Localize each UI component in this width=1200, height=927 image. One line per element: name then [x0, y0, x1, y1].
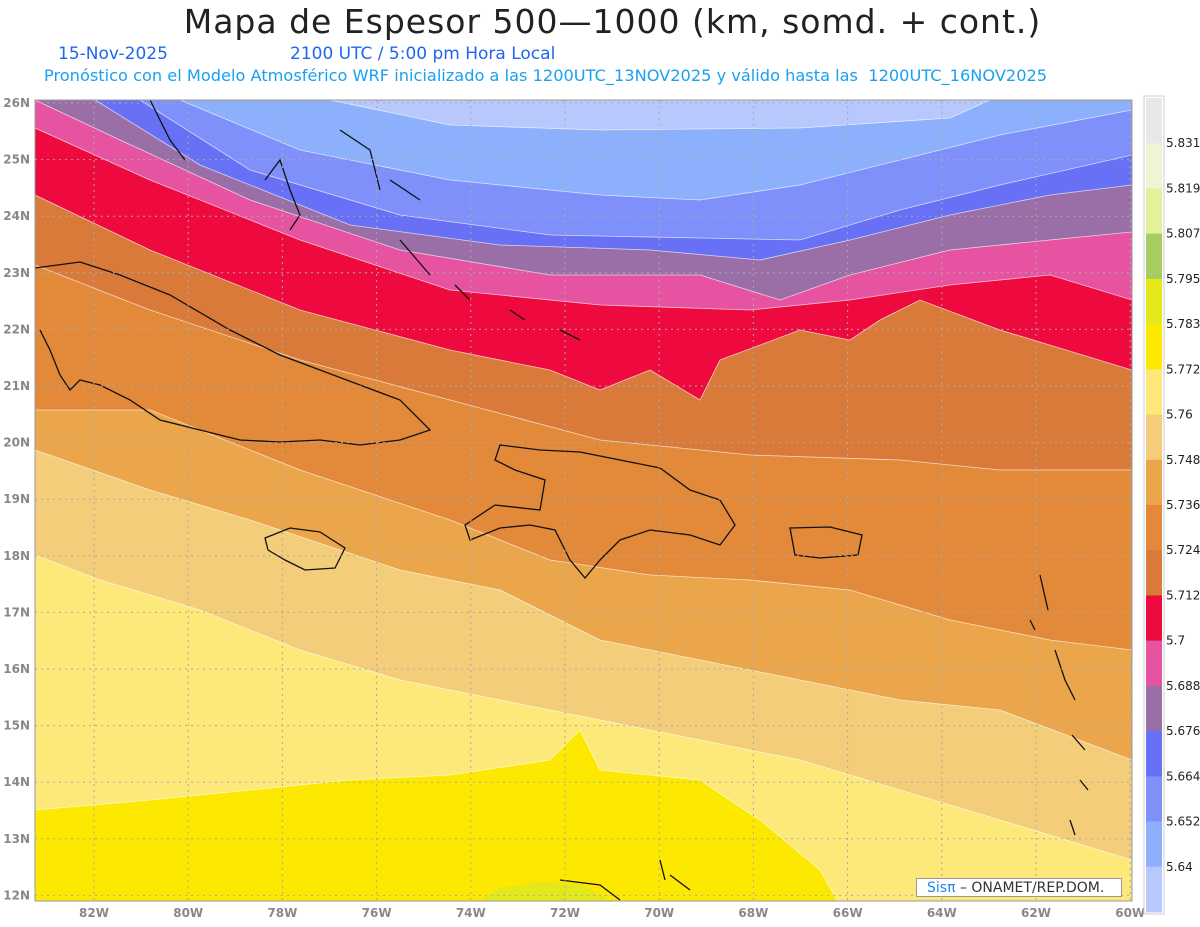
latitude-label: 13N: [3, 832, 30, 846]
latitude-label: 18N: [3, 549, 30, 563]
coast-puerto-rico: [789, 526, 863, 559]
colorbar-label: 5.676: [1166, 724, 1200, 738]
colorbar-label: 5.772: [1166, 362, 1200, 376]
longitude-label: 60W: [1115, 906, 1145, 920]
latitude-label: 14N: [3, 775, 30, 789]
longitude-label: 80W: [173, 906, 203, 920]
contour-band: [35, 729, 839, 901]
latitude-label: 19N: [3, 492, 30, 506]
sispi-logo: Sisπ: [927, 880, 956, 896]
colorbar-swatch: [1146, 278, 1162, 325]
map-frame: [34, 99, 1133, 902]
colorbar-label: 5.831: [1166, 136, 1200, 150]
coastlines: [35, 100, 1089, 901]
latitude-label: 23N: [3, 266, 30, 280]
latitude-label: 21N: [3, 379, 30, 393]
latitude-labels: 26N 25N 24N 23N 22N 21N 20N 19N 18N 17N 16N 15N 14N 1…: [3, 96, 30, 902]
latitude-label: 15N: [3, 719, 30, 733]
colorbar-label: 5.783: [1166, 317, 1200, 331]
colorbar-label: 5.7: [1166, 634, 1185, 648]
colorbar-label: 5.712: [1166, 588, 1200, 602]
colorbar-swatch: [1146, 821, 1162, 868]
colorbar-swatch: [1146, 776, 1162, 823]
credit-box: Sisπ – ONAMET/REP.DOM.: [916, 878, 1122, 897]
thickness-contour-bands: [35, 100, 1132, 901]
colorbar-label: 5.748: [1166, 453, 1200, 467]
latitude-label: 16N: [3, 662, 30, 676]
colorbar-label: 5.724: [1166, 543, 1200, 557]
colorbar-swatch: [1146, 459, 1162, 506]
longitude-label: 62W: [1021, 906, 1051, 920]
colorbar-swatch: [1146, 188, 1162, 235]
colorbar: 5.831 5.819 5.807 5.795 5.783 5.772 5.76 5.748 5…: [1143, 95, 1200, 915]
colorbar-label: 5.736: [1166, 498, 1200, 512]
latitude-label: 25N: [3, 153, 30, 167]
colorbar-swatch: [1146, 324, 1162, 370]
longitude-label: 66W: [833, 906, 863, 920]
forecast-date: 15-Nov-2025: [58, 44, 168, 64]
longitude-label: 72W: [550, 906, 580, 920]
latitude-label: 26N: [3, 96, 30, 110]
latitude-label: 17N: [3, 605, 30, 619]
coast-bahamas: [149, 100, 581, 341]
longitude-label: 68W: [738, 906, 768, 920]
coast-lesser-antilles: [559, 574, 1089, 901]
colorbar-swatch: [1146, 866, 1162, 913]
longitude-label: 82W: [79, 906, 109, 920]
coast-jamaica: [264, 527, 346, 571]
colorbar-label: 5.76: [1166, 408, 1193, 422]
graticule: [35, 100, 1132, 901]
latitude-label: 20N: [3, 436, 30, 450]
forecast-time: 2100 UTC / 5:00 pm Hora Local: [290, 44, 556, 64]
colorbar-swatch: [1146, 595, 1162, 642]
credit-text: – ONAMET/REP.DOM.: [955, 880, 1105, 896]
colorbar-label: 5.795: [1166, 272, 1200, 286]
colorbar-swatch: [1146, 550, 1162, 596]
longitude-labels: 82W 80W 78W 76W 74W 72W 70W 68W 66W 64W 62W 60W: [79, 906, 1145, 920]
colorbar-label: 5.819: [1166, 181, 1200, 195]
longitude-label: 74W: [456, 906, 486, 920]
colorbar-label: 5.807: [1166, 227, 1200, 241]
colorbar-swatch: [1146, 731, 1162, 777]
coast-cuba: [35, 261, 432, 446]
model-info: Pronóstico con el Modelo Atmosférico WRF…: [44, 66, 1048, 85]
longitude-label: 78W: [267, 906, 297, 920]
colorbar-swatch: [1146, 369, 1162, 416]
colorbar-swatch: [1146, 685, 1162, 732]
colorbar-swatch: [1146, 640, 1162, 687]
latitude-label: 24N: [3, 209, 30, 223]
map-title: Mapa de Espesor 500—1000 (km, somd. + co…: [183, 2, 1042, 41]
colorbar-swatch: [1146, 414, 1162, 461]
colorbar-swatch: [1146, 233, 1162, 280]
colorbar-label: 5.688: [1166, 679, 1200, 693]
colorbar-label: 5.64: [1166, 860, 1193, 874]
latitude-label: 22N: [3, 322, 30, 336]
colorbar-swatch: [1146, 505, 1162, 551]
latitude-label: 12N: [3, 888, 30, 902]
longitude-label: 76W: [362, 906, 392, 920]
colorbar-label: 5.652: [1166, 815, 1200, 829]
longitude-label: 64W: [927, 906, 957, 920]
contour-band: [480, 882, 610, 901]
colorbar-label: 5.664: [1166, 769, 1200, 783]
coast-hispaniola: [464, 444, 736, 580]
longitude-label: 70W: [644, 906, 674, 920]
colorbar-swatch: [1146, 98, 1162, 144]
colorbar-swatch: [1146, 143, 1162, 189]
